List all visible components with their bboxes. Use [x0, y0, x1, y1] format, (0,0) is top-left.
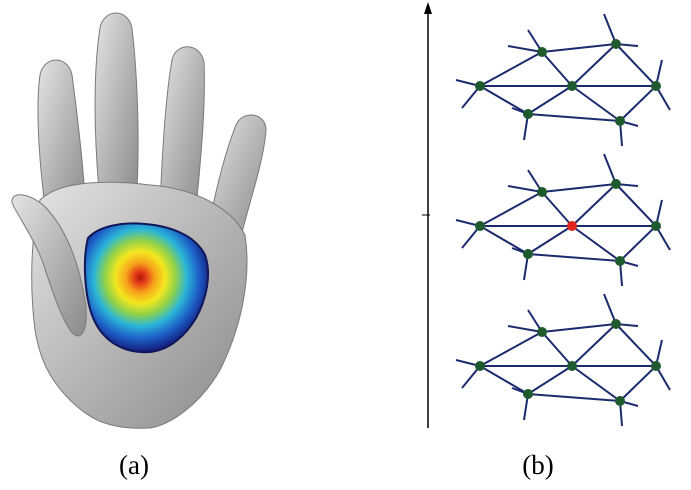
- mesh-node: [523, 389, 533, 399]
- mesh-edge: [541, 43, 617, 53]
- panel-a: (a): [0, 0, 290, 480]
- mesh-edge: [541, 323, 617, 333]
- mesh-layer-2: [455, 153, 671, 287]
- mesh-node: [651, 221, 661, 231]
- mesh-node: [611, 179, 621, 189]
- mesh-node: [475, 361, 485, 371]
- mesh-node: [651, 81, 661, 91]
- mesh-edge: [571, 365, 621, 402]
- mesh-node-highlighted: [567, 221, 577, 231]
- mesh-edge: [619, 85, 657, 122]
- mesh-edge: [527, 85, 573, 115]
- mesh-edge: [527, 113, 621, 122]
- panel-b: (b): [408, 0, 691, 480]
- mesh-node: [611, 39, 621, 49]
- mesh-edge: [541, 191, 573, 227]
- mesh-node: [651, 361, 661, 371]
- mesh-node: [523, 249, 533, 259]
- mesh-node: [537, 47, 547, 57]
- caption-a: (a): [119, 450, 149, 480]
- mesh-edge: [615, 183, 657, 227]
- mesh-edge: [571, 225, 621, 262]
- mesh-edge: [527, 253, 621, 262]
- mesh-edge: [541, 51, 573, 87]
- mesh-edge-spur: [603, 13, 617, 45]
- mesh-edge: [541, 183, 617, 193]
- mesh-stack-figure: [422, 2, 671, 428]
- mesh-edge-spur: [603, 293, 617, 325]
- mesh-edge: [479, 51, 543, 87]
- heat-field: [83, 222, 209, 354]
- mesh-edge: [615, 43, 657, 87]
- mesh-node: [615, 396, 625, 406]
- mesh-node: [475, 221, 485, 231]
- mesh-edge: [571, 323, 617, 367]
- mesh-edge-spur: [507, 325, 543, 333]
- mesh-edge: [527, 225, 573, 255]
- mesh-edge: [479, 365, 529, 395]
- mesh-node: [567, 81, 577, 91]
- hand-shape: [11, 12, 267, 429]
- mesh-edge: [571, 43, 617, 87]
- mesh-edge: [619, 365, 657, 402]
- mesh-edge-spur: [507, 45, 543, 53]
- mesh-edge-spur: [507, 185, 543, 193]
- caption-b: (b): [522, 450, 554, 480]
- mesh-edge: [571, 183, 617, 227]
- mesh-node: [475, 81, 485, 91]
- mesh-edge: [479, 225, 529, 255]
- mesh-node: [523, 109, 533, 119]
- axis-arrow-icon: [424, 2, 432, 14]
- mesh-edge: [615, 323, 657, 367]
- mesh-node: [537, 187, 547, 197]
- mesh-layers: [455, 13, 671, 427]
- mesh-edge: [527, 365, 573, 395]
- mesh-node: [615, 256, 625, 266]
- mesh-edge: [479, 85, 529, 115]
- hand-figure: [11, 12, 267, 429]
- mesh-node: [611, 319, 621, 329]
- mesh-layer-1: [455, 13, 671, 147]
- mesh-edge: [479, 331, 543, 367]
- mesh-edge: [479, 191, 543, 227]
- mesh-node: [537, 327, 547, 337]
- mesh-edge: [571, 85, 621, 122]
- mesh-edge: [619, 225, 657, 262]
- mesh-edge-spur: [603, 153, 617, 185]
- mesh-node: [567, 361, 577, 371]
- mesh-edge: [527, 393, 621, 402]
- mesh-node: [615, 116, 625, 126]
- mesh-edge: [541, 331, 573, 367]
- mesh-layer-3: [455, 293, 671, 427]
